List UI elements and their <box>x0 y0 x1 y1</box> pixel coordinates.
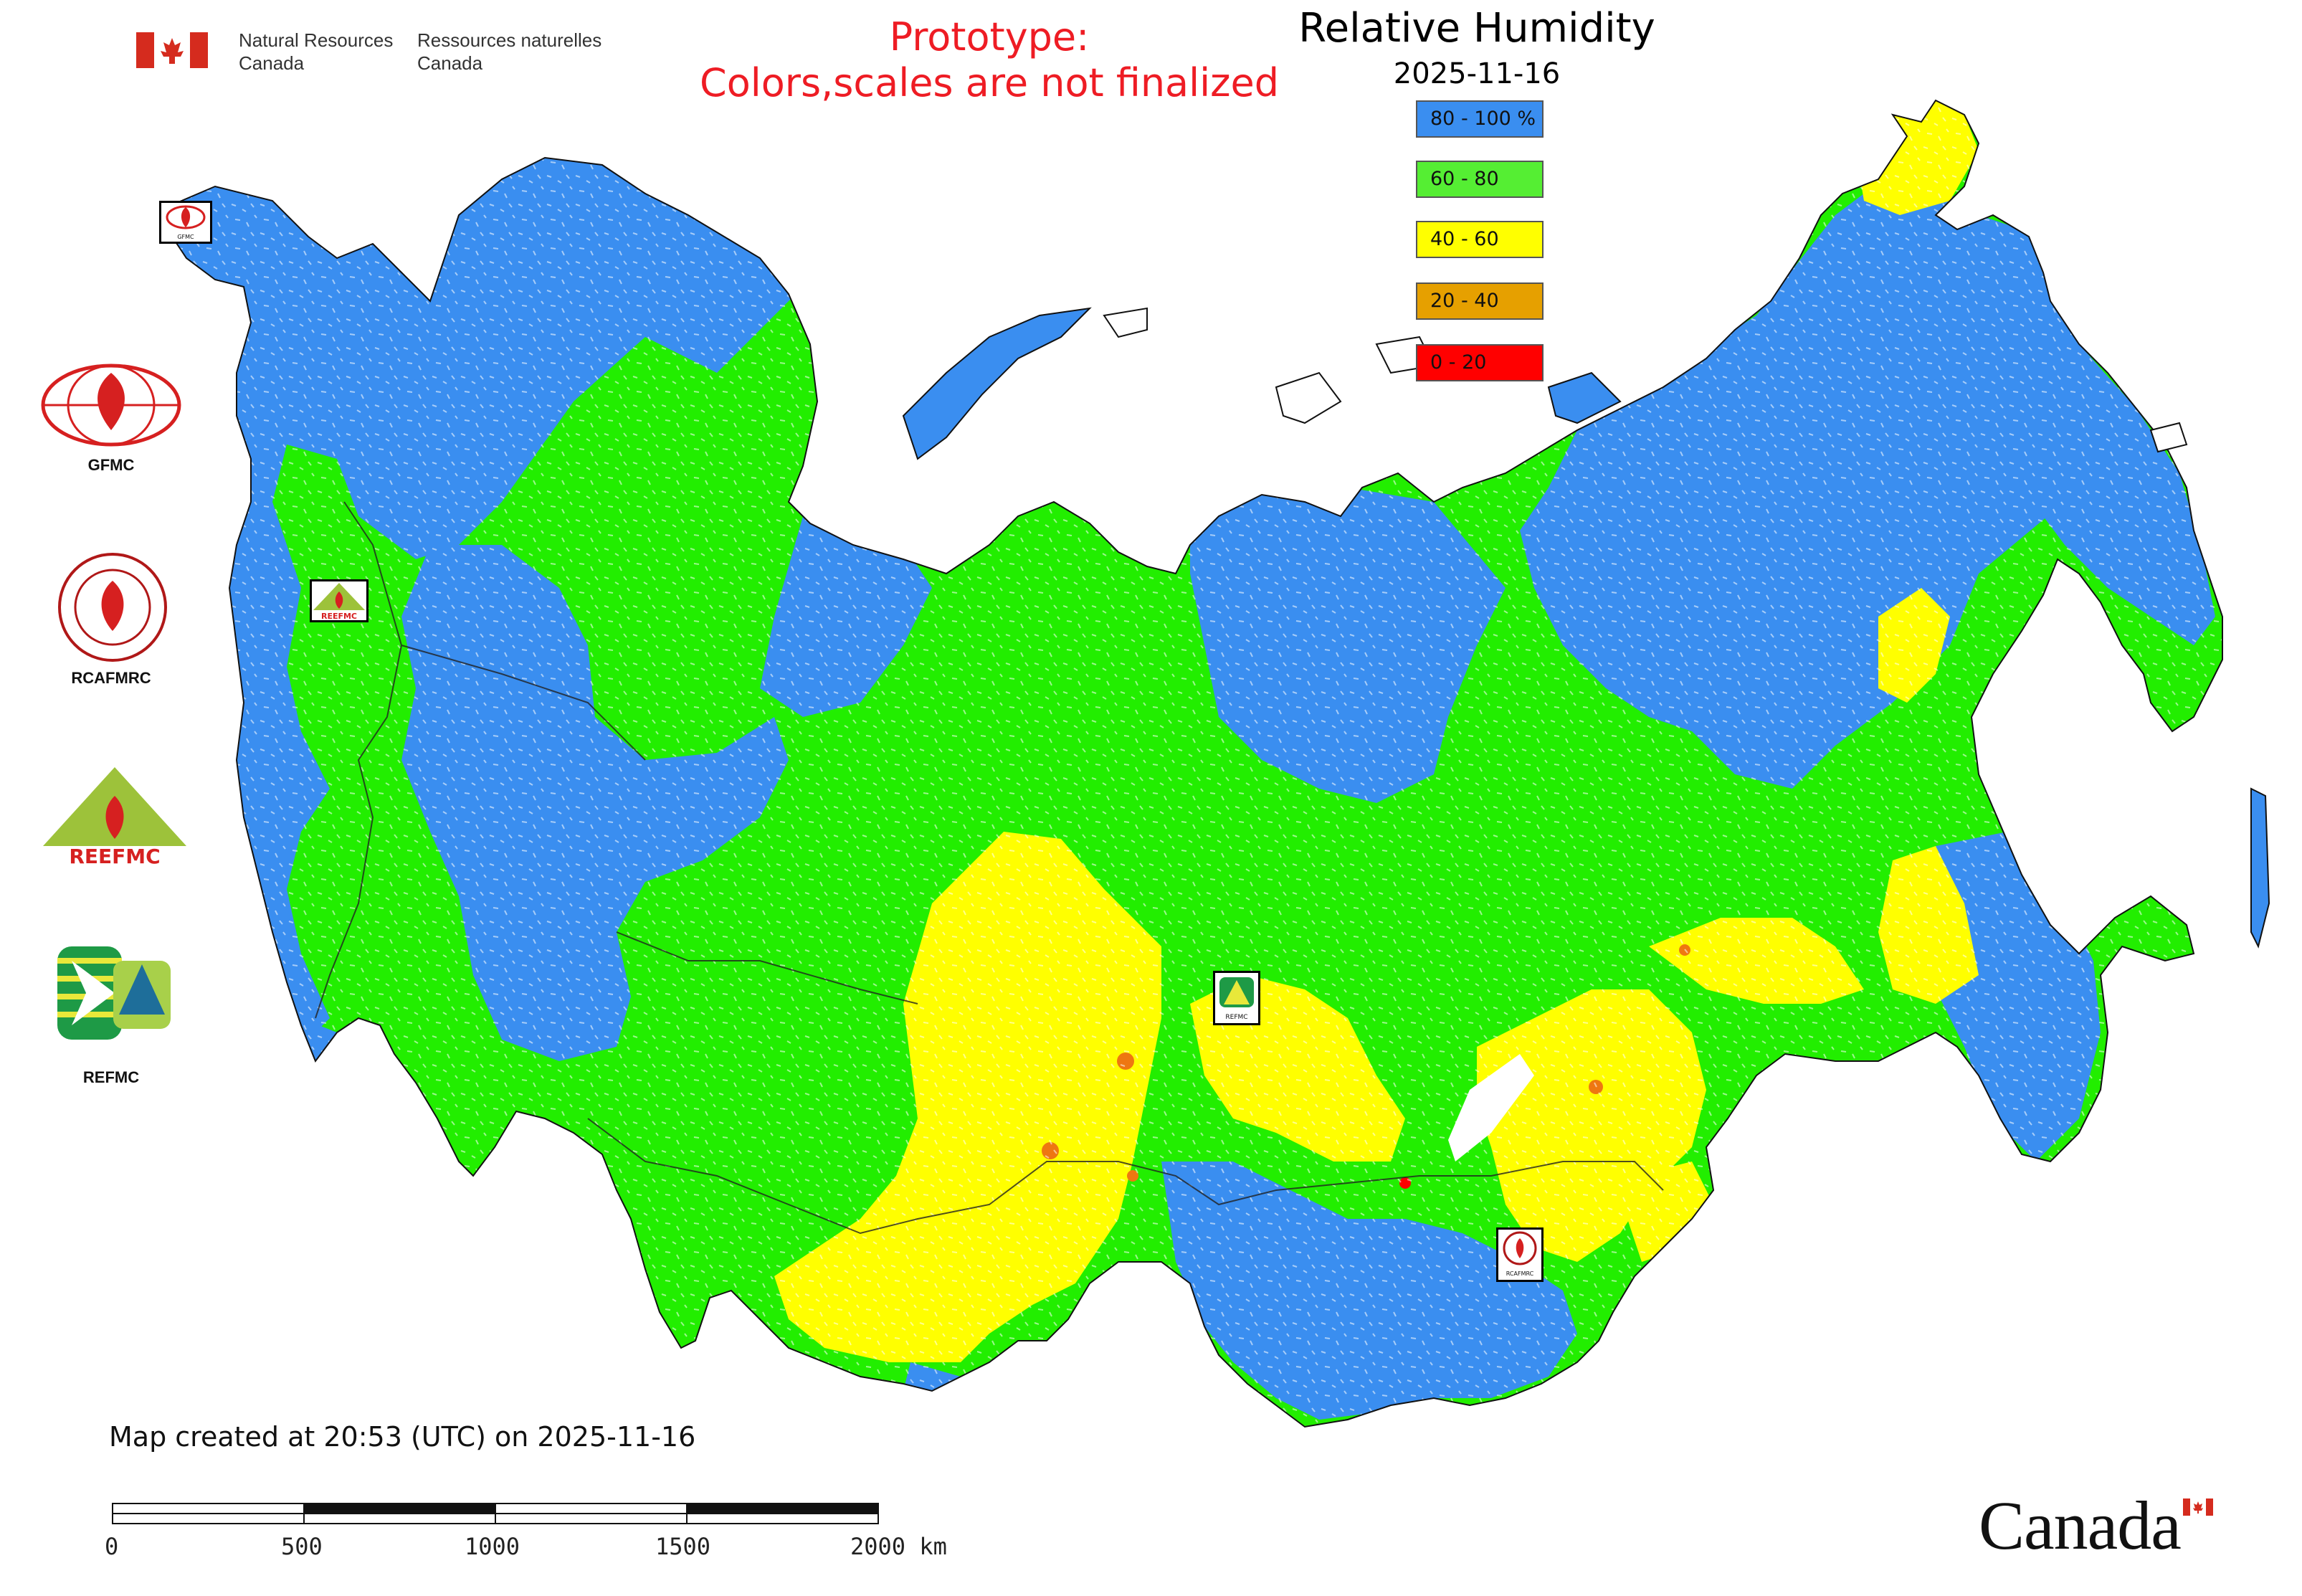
reefmc-map-marker[interactable]: REEFMC <box>310 579 368 622</box>
rcafmrc-label: RCAFMRC <box>71 669 151 687</box>
legend-item-0-20: 0 - 20 <box>1416 344 1544 381</box>
sigma-tree-icon <box>57 946 171 1040</box>
canada-wordmark-flag-icon <box>2183 1498 2213 1516</box>
gfmc-label: GFMC <box>87 456 135 474</box>
legend-item-80-100: 80 - 100 % <box>1416 100 1544 138</box>
refmc-logo[interactable] <box>57 946 172 1040</box>
rcafmrc-logo[interactable] <box>57 552 168 663</box>
legend-item-20-40: 20 - 40 <box>1416 282 1544 320</box>
scale-label-0: 0 <box>105 1533 119 1560</box>
rcafmrc-map-marker[interactable]: RCAFMRC <box>1496 1227 1544 1282</box>
scale-label-1500: 1500 <box>655 1533 711 1560</box>
prototype-line-1: Prototype: <box>889 14 1090 60</box>
prototype-line-2: Colors,scales are not finalized <box>700 60 1279 105</box>
refmc-label: REFMC <box>82 1068 140 1086</box>
nrcan-french-name: Ressources naturelles Canada <box>417 29 602 74</box>
reefmc-marker-label: REEFMC <box>321 612 357 620</box>
scale-label-2000: 2000 km <box>850 1533 947 1560</box>
canada-flag-icon <box>136 32 208 68</box>
map-date: 2025-11-16 <box>1393 57 1561 90</box>
fire-triangle-icon: REEFMC <box>313 583 365 621</box>
canada-wordmark: Canada <box>1979 1487 2182 1564</box>
nrcan-english-name: Natural Resources Canada <box>239 29 394 74</box>
fire-seal-icon <box>1503 1231 1537 1265</box>
fire-triangle-icon: REEFMC <box>39 767 190 868</box>
fire-globe-icon <box>166 205 206 229</box>
map-credit: Map created at 20:53 (UTC) on 2025-11-16 <box>109 1421 696 1453</box>
scale-bar <box>112 1503 879 1524</box>
sigma-tree-icon <box>1219 977 1254 1007</box>
legend-item-40-60: 40 - 60 <box>1416 221 1544 258</box>
gfmc-map-marker[interactable]: GFMC <box>159 201 212 244</box>
refmc-map-marker[interactable]: REFMC <box>1213 971 1260 1025</box>
prototype-warning: Prototype: Colors,scales are not finaliz… <box>617 14 1362 106</box>
map-title: Relative Humidity <box>1298 5 1655 52</box>
fire-seal-icon <box>58 553 167 662</box>
legend-item-60-80: 60 - 80 <box>1416 161 1544 198</box>
fire-globe-icon <box>41 364 181 447</box>
scale-label-500: 500 <box>281 1533 323 1560</box>
reefmc-wordmark: REEFMC <box>69 845 160 868</box>
gfmc-logo[interactable] <box>39 362 183 448</box>
scale-label-1000: 1000 <box>465 1533 520 1560</box>
reefmc-logo[interactable]: REEFMC <box>39 767 190 868</box>
